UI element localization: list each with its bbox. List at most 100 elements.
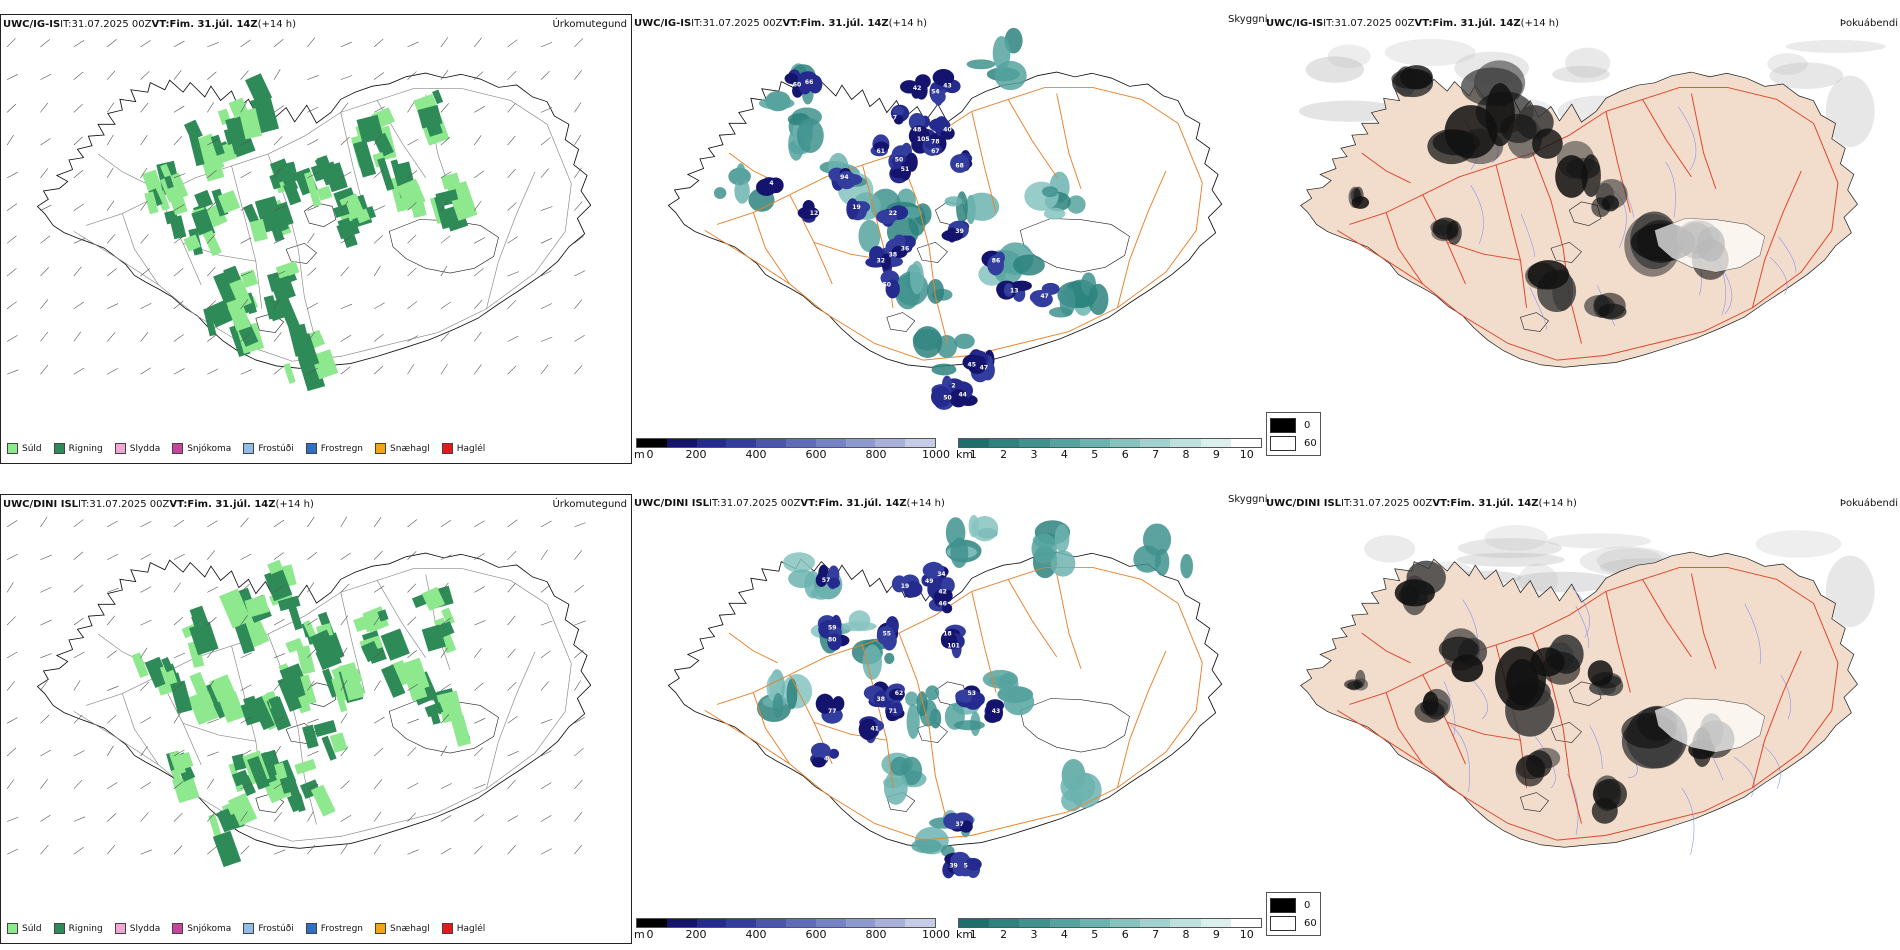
- cloud-base-cell: [891, 575, 907, 593]
- wind-barb: [540, 237, 553, 244]
- road-line: [1056, 93, 1082, 189]
- cloud-base-cell: [891, 245, 908, 258]
- wind-barb: [373, 716, 385, 724]
- scale-unit: m: [634, 448, 645, 461]
- color-scale-cell: [845, 439, 876, 447]
- wind-barb: [40, 814, 51, 822]
- cloud-base-value: 45: [968, 362, 976, 369]
- river-line: [1681, 788, 1695, 855]
- cloud-base-cell: [890, 168, 909, 179]
- wind-barb: [307, 618, 318, 626]
- wind-barb: [307, 302, 319, 310]
- wind-barb: [473, 135, 482, 146]
- river-line: [1575, 605, 1589, 648]
- wind-barb: [307, 552, 318, 560]
- wind-barb: [207, 778, 215, 789]
- wind-barb: [574, 844, 583, 855]
- scale-tick-label: 400: [745, 448, 767, 461]
- lead-time: (+14 h): [906, 498, 945, 509]
- color-scale-cell: [1200, 919, 1231, 927]
- wind-barb: [140, 167, 148, 179]
- cloud-base-value: 43: [992, 708, 1000, 715]
- wind-barb: [240, 749, 252, 757]
- wind-barb: [440, 683, 452, 691]
- visibility-zone: [783, 552, 816, 573]
- precip-cell: [194, 189, 214, 210]
- wind-barb: [440, 364, 448, 375]
- precip-cell: [164, 175, 174, 189]
- wind-barb: [307, 75, 319, 80]
- wind-barb: [507, 750, 519, 757]
- scale-tick-label: 600: [805, 928, 827, 941]
- wind-barb: [173, 749, 185, 757]
- offshore-fog-patch: [1769, 62, 1844, 89]
- wind-barb: [474, 520, 485, 528]
- scale-unit: m: [634, 928, 645, 941]
- visibility-zone: [735, 163, 746, 186]
- fog-cell: [1591, 672, 1622, 689]
- wind-barb: [107, 368, 118, 375]
- cloud-base-cell: [876, 626, 895, 646]
- visibility-zone: [1154, 548, 1170, 576]
- cloud-base-cell: [922, 562, 945, 579]
- wind-barb: [73, 617, 84, 626]
- wind-barb: [373, 169, 384, 179]
- wind-barb: [340, 334, 352, 342]
- road-line: [1642, 99, 1692, 178]
- precip-cell: [272, 211, 290, 233]
- precip-cell: [231, 753, 247, 771]
- fog-key-swatch: [1270, 897, 1296, 913]
- road-line: [1751, 170, 1802, 308]
- visibility-zone: [883, 770, 908, 805]
- wind-barb: [373, 614, 381, 626]
- wind-barb: [474, 586, 485, 593]
- map-panel-fog: UWC/IG-ISIT:31.07.2025 00ZVT:Fim. 31.júl…: [1264, 14, 1900, 424]
- wind-barb: [373, 747, 384, 757]
- precip-cell: [183, 119, 203, 141]
- precip-cell: [238, 108, 263, 140]
- cloud-base-cell: [885, 279, 900, 299]
- precip-cell: [356, 114, 384, 144]
- panel-title: UWC/IG-ISIT:31.07.2025 00ZVT:Fim. 31.júl…: [634, 18, 927, 29]
- issue-time-label: IT:: [709, 498, 721, 509]
- valid-time-value: Fim. 31.júl. 14Z: [1450, 498, 1539, 509]
- wind-barb: [40, 653, 52, 659]
- wind-barb: [140, 234, 149, 244]
- color-scale-cell: [959, 919, 990, 927]
- legend-item: Rigning: [53, 443, 103, 454]
- wind-barb: [106, 715, 117, 724]
- wind-barb: [273, 812, 283, 822]
- legend-label: Frostúði: [258, 923, 294, 934]
- fog-key-swatch: [1270, 435, 1296, 451]
- cloud-base-cell: [932, 69, 955, 86]
- precip-cell: [250, 696, 275, 731]
- cloud-base-cell: [946, 227, 957, 243]
- fog-key-label: 0: [1304, 419, 1311, 431]
- cloud-base-value: 57: [822, 577, 830, 584]
- wind-barb: [140, 40, 151, 48]
- wind-barb: [340, 102, 349, 113]
- wind-barb: [140, 135, 148, 146]
- fog-key-label: 60: [1304, 917, 1317, 929]
- wind-barb: [407, 583, 417, 593]
- color-scale-cell: [1110, 919, 1141, 927]
- precip-cell: [333, 204, 350, 218]
- river-line: [1778, 236, 1797, 273]
- wind-barb: [407, 519, 418, 528]
- wind-barb: [540, 584, 551, 593]
- cloud-base-value: 22: [889, 210, 897, 217]
- wind-barb: [140, 71, 150, 80]
- wind-barb: [173, 713, 181, 724]
- wind-barb: [273, 366, 284, 375]
- precip-cell: [325, 161, 340, 180]
- wind-barb: [173, 553, 185, 560]
- wind-barb: [6, 38, 16, 48]
- legend-label: Rigning: [68, 923, 103, 934]
- legend-swatch: [375, 443, 387, 454]
- precip-cell: [310, 349, 339, 380]
- wind-barb: [507, 103, 516, 113]
- wind-barb: [140, 331, 149, 342]
- visibility-zone: [953, 720, 985, 731]
- precip-cell: [310, 164, 325, 182]
- wind-barb: [373, 844, 382, 855]
